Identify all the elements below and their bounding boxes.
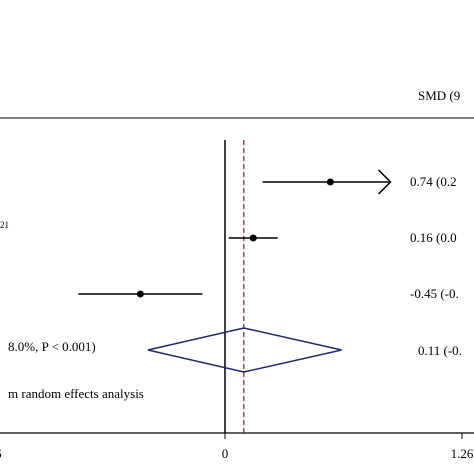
superscript: 21 xyxy=(0,220,9,230)
x-tick-label: 0 xyxy=(222,446,229,461)
overall-label: 0.11 (-0. xyxy=(418,343,462,358)
study-label: 0.74 (0.2 xyxy=(410,174,457,189)
x-tick-label: -1.26 xyxy=(0,446,2,461)
point-estimate xyxy=(249,234,257,242)
x-tick-label: 1.26 xyxy=(451,446,474,461)
point-estimate xyxy=(136,290,144,298)
ci-arrow xyxy=(377,169,392,195)
header: SMD (9 xyxy=(418,88,460,103)
overall-diamond xyxy=(147,327,342,373)
point-estimate xyxy=(326,178,334,186)
study-label: -0.45 (-0. xyxy=(410,286,459,301)
study-label: 0.16 (0.0 xyxy=(410,230,457,245)
heterogeneity: 8.0%, P < 0.001) xyxy=(8,339,96,354)
footnote: m random effects analysis xyxy=(8,386,144,401)
